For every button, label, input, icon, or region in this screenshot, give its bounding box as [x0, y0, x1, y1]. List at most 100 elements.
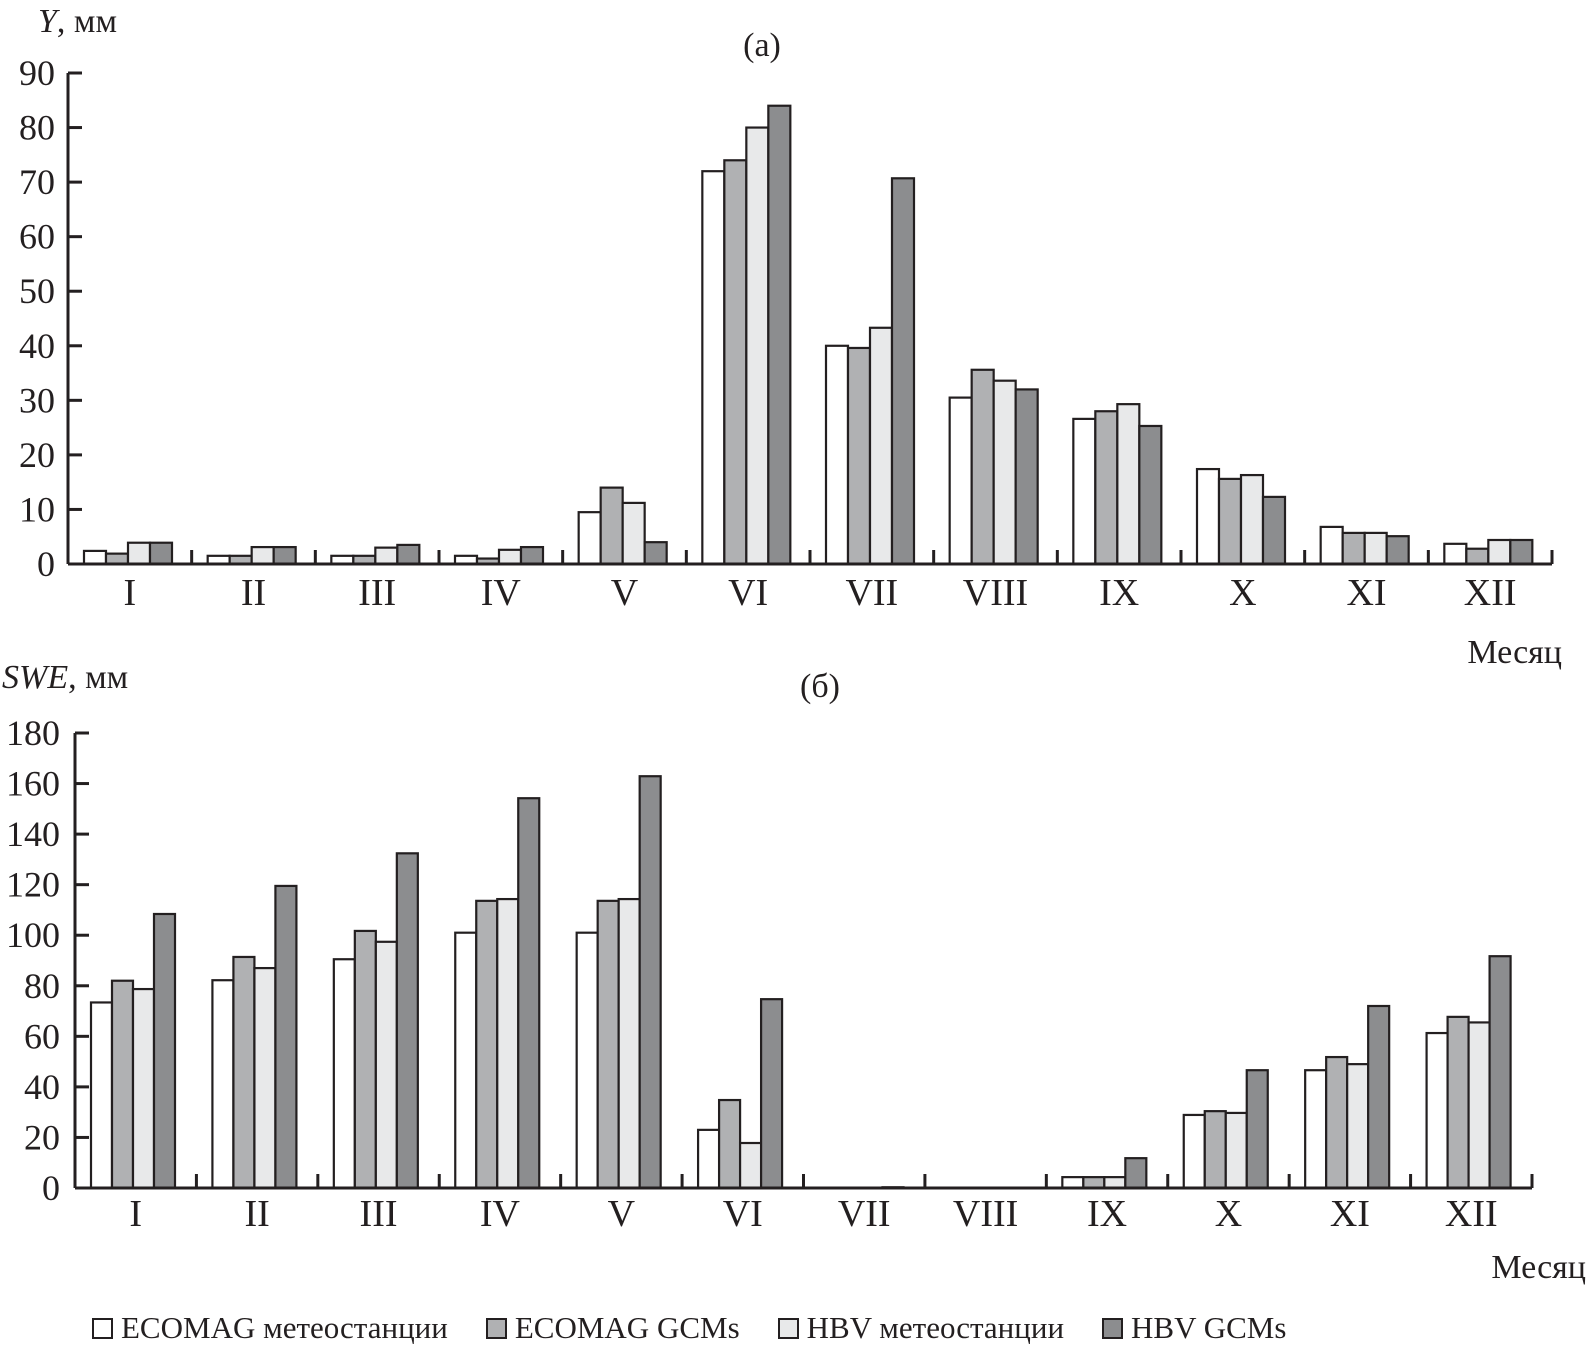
bar-3-I	[131, 987, 156, 1190]
bar-4-XII	[1509, 538, 1534, 566]
x-category-label: IX	[1099, 572, 1139, 614]
y-tick-label: 0	[37, 544, 55, 584]
bar-4-VI	[759, 998, 784, 1190]
y-axis-title-var: Y	[38, 3, 60, 40]
bar-2-IV	[475, 899, 499, 1190]
y-tick-label: 80	[24, 966, 60, 1006]
bar-2-IX	[1082, 1176, 1106, 1190]
legend-label: ECOMAG метеостанции	[121, 1310, 448, 1345]
legend-item-hbv-stations: HBV метеостанции	[777, 1310, 1065, 1346]
bar-1-VI	[701, 170, 726, 566]
bar-1-XI	[1304, 1069, 1328, 1190]
bar-3-X	[1224, 1111, 1248, 1190]
bar-3-III	[374, 546, 399, 566]
y-tick-label: 50	[19, 271, 55, 311]
bar-3-IX	[1116, 403, 1141, 566]
x-category-label: V	[608, 1193, 636, 1235]
legend-swatch-icon	[485, 1317, 507, 1339]
bar-3-I	[126, 541, 152, 566]
bar-4-II	[272, 545, 297, 566]
bar-3-III	[374, 940, 398, 1190]
bar-3-IV	[496, 897, 520, 1190]
legend-swatch-icon	[92, 1317, 113, 1339]
legend-label: HBV GCMs	[1131, 1310, 1287, 1345]
legend-swatch-icon	[1102, 1317, 1124, 1339]
y-tick-label: 10	[19, 489, 55, 529]
bar-1-IX	[1072, 417, 1097, 566]
panel-title: (a)	[743, 27, 781, 64]
y-tick-label: 60	[24, 1016, 60, 1056]
panel-title: (б)	[800, 668, 840, 705]
bar-4-IX	[1124, 1157, 1148, 1190]
x-category-label: IV	[480, 1193, 521, 1235]
legend-item-ecomag-stations: ECOMAG метеостанции	[92, 1310, 448, 1346]
bar-2-XI	[1325, 1055, 1349, 1190]
y-tick-label: 40	[24, 1067, 60, 1107]
bar-1-V	[575, 931, 599, 1190]
bar-2-VIII	[970, 368, 995, 566]
bar-1-II	[211, 979, 235, 1190]
bar-4-I	[148, 541, 174, 566]
x-category-label: XI	[1330, 1193, 1370, 1235]
x-category-label: VI	[723, 1193, 763, 1235]
x-category-label: VIII	[963, 572, 1028, 614]
bar-4-V	[638, 775, 662, 1190]
x-axis-title: Месяц	[1491, 1249, 1586, 1286]
x-category-label: VII	[845, 572, 898, 614]
bar-2-V	[599, 486, 624, 566]
bar-4-II	[274, 884, 298, 1190]
bar-2-IX	[1094, 410, 1119, 566]
bar-3-VII	[868, 326, 894, 566]
y-axis-title-var: SWE	[2, 659, 68, 696]
bar-4-V	[643, 541, 668, 566]
bar-1-VI	[696, 1128, 721, 1190]
bar-2-I	[104, 552, 130, 566]
x-category-label: I	[124, 572, 137, 614]
bar-1-XII	[1443, 542, 1468, 566]
bar-4-X	[1245, 1069, 1269, 1190]
bar-3-VI	[738, 1141, 763, 1190]
y-tick-label: 180	[6, 713, 60, 753]
bar-2-V	[596, 899, 620, 1190]
bar-3-V	[617, 897, 641, 1190]
bar-3-X	[1239, 473, 1265, 566]
bar-4-III	[395, 852, 419, 1190]
y-tick-label: 80	[19, 108, 55, 148]
bar-4-VI	[767, 104, 792, 566]
bar-3-XI	[1363, 531, 1388, 566]
legend-label: HBV метеостанции	[806, 1310, 1065, 1345]
bar-2-VI	[723, 159, 748, 566]
y-tick-label: 0	[42, 1168, 60, 1208]
y-axis-title-unit: , мм	[57, 3, 117, 40]
bar-1-IX	[1061, 1176, 1085, 1190]
bar-1-V	[577, 511, 602, 566]
y-tick-label: 140	[6, 814, 60, 854]
x-axis-title: Месяц	[1467, 634, 1562, 671]
y-tick-label: 60	[19, 217, 55, 257]
bar-4-XI	[1367, 1004, 1391, 1190]
x-category-label: II	[244, 1193, 269, 1235]
y-tick-label: 120	[6, 865, 60, 905]
y-tick-label: 30	[19, 380, 55, 420]
x-category-label: VI	[728, 572, 768, 614]
bar-2-VII	[846, 346, 872, 566]
legend-item-hbv-gcms: HBV GCMs	[1102, 1310, 1286, 1346]
x-category-label: II	[241, 572, 266, 614]
legend: ECOMAG метеостанции ECOMAG GCMs HBV мете…	[92, 1310, 1286, 1346]
bar-2-VI	[717, 1098, 742, 1190]
x-category-label: X	[1215, 1193, 1242, 1235]
x-category-label: V	[611, 572, 639, 614]
bar-3-II	[253, 966, 277, 1190]
bar-1-III	[332, 958, 356, 1190]
bar-2-I	[110, 979, 135, 1190]
bar-2-XII	[1446, 1015, 1470, 1190]
bar-1-VIII	[948, 396, 973, 566]
bar-2-X	[1203, 1110, 1227, 1190]
x-category-label: XII	[1445, 1193, 1498, 1235]
y-tick-label: 160	[6, 764, 60, 804]
x-category-label: III	[360, 1193, 398, 1235]
legend-item-ecomag-gcms: ECOMAG GCMs	[485, 1310, 740, 1346]
legend-swatch-icon	[777, 1317, 799, 1339]
